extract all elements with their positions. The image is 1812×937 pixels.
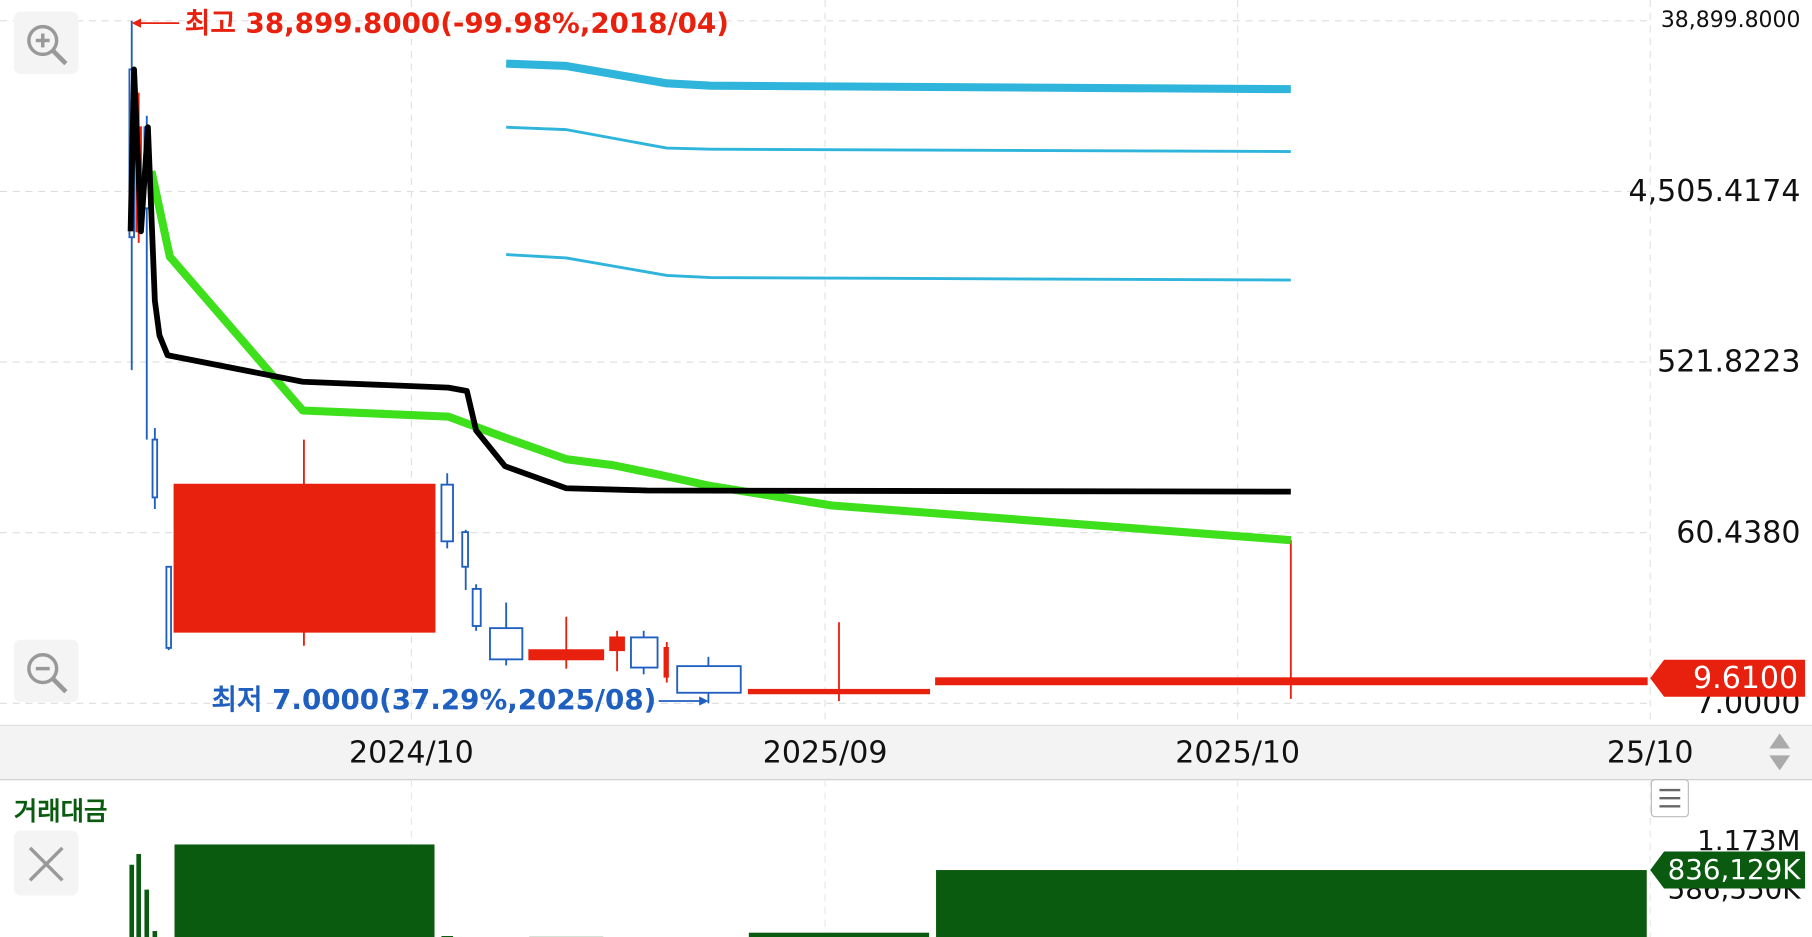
menu-button[interactable] [1650, 779, 1689, 818]
x-tick-label: 25/10 [1607, 736, 1694, 771]
last-volume-tag [1650, 851, 1806, 889]
ma-line [127, 66, 1291, 495]
last-price-tag [1650, 659, 1806, 697]
y-tick-label: 4,505.4174 [1628, 174, 1800, 209]
y-tick-label: 521.8223 [1657, 345, 1800, 380]
candle-body [440, 483, 454, 543]
zoom-in-button[interactable] [13, 11, 79, 75]
x-tick-label: 2024/10 [349, 736, 474, 771]
volume-bar [174, 844, 435, 937]
candle-body [663, 646, 669, 678]
volume-bar [936, 870, 1647, 937]
candle-body [935, 677, 1648, 686]
x-tick-label: 2025/10 [1175, 736, 1300, 771]
ma-line [506, 59, 1291, 94]
close-button[interactable] [13, 830, 79, 896]
volume-bar [129, 864, 135, 937]
last-price-label: 9.6100 [1693, 661, 1798, 696]
x-axis-band [0, 725, 1812, 780]
candle-body [165, 565, 172, 649]
candle-body [630, 636, 659, 669]
candle-body [173, 483, 436, 633]
candle-body [747, 688, 931, 695]
y-tick-label: 60.4380 [1676, 515, 1800, 550]
candle-body [489, 627, 524, 661]
candle-body [609, 636, 625, 652]
candle-body [528, 649, 605, 661]
candle-body [471, 588, 482, 627]
volume-bar [144, 889, 150, 937]
volume-bar [748, 932, 930, 937]
candle-body [676, 665, 742, 694]
volume-title: 거래대금 [14, 796, 108, 826]
ma-line [506, 253, 1291, 282]
min-annotation: 최저 7.0000(37.29%,2025/08) [211, 683, 656, 716]
max-annotation: 최고 38,899.8000(-99.98%,2018/04) [185, 6, 729, 39]
min-arrow-head [699, 696, 709, 706]
last-volume-label: 836,129K [1668, 853, 1802, 886]
y-tick-label: 38,899.8000 [1661, 8, 1801, 33]
volume-bar [136, 853, 141, 937]
candle-body [151, 438, 159, 499]
scroll-arrows[interactable] [1769, 733, 1791, 771]
volume-bar [152, 931, 158, 937]
candle-body [461, 531, 469, 568]
x-tick-label: 2025/09 [763, 736, 888, 771]
zoom-out-button[interactable] [13, 639, 79, 703]
max-arrow-head [131, 18, 141, 28]
ma-line [506, 125, 1291, 153]
